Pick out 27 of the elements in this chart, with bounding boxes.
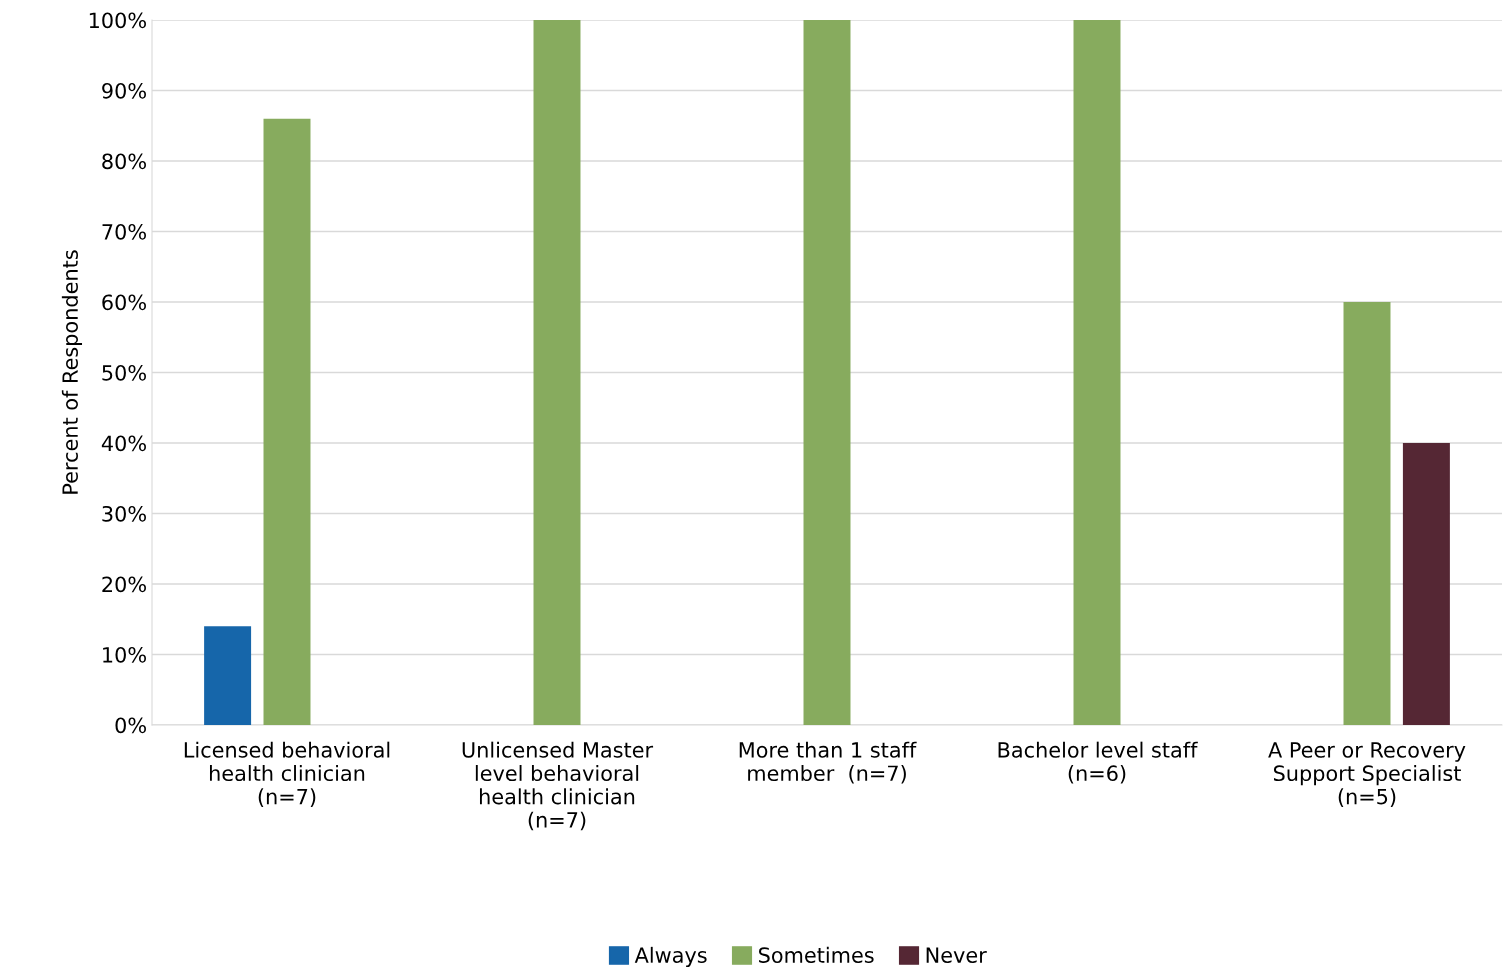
- y-tick-label: 20%: [102, 576, 146, 593]
- x-tick-label: A Peer or Recovery Support Specialist (n=5): [1268, 742, 1466, 807]
- y-tick-label: 80%: [102, 153, 146, 170]
- legend-label: Never: [926, 947, 987, 963]
- bar: [803, 20, 851, 725]
- y-tick-label: 100%: [89, 12, 146, 29]
- y-tick-label: 70%: [102, 223, 146, 240]
- y-tick-label: 90%: [102, 82, 146, 99]
- y-tick-label: 50%: [102, 364, 146, 381]
- bar: [204, 626, 252, 725]
- bar: [1073, 20, 1121, 725]
- legend-label: Sometimes: [759, 946, 874, 963]
- bar: [1343, 302, 1391, 725]
- y-axis-title: Percent of Respondents: [61, 250, 83, 494]
- legend-label: Always: [634, 946, 707, 968]
- x-tick-label: Unlicensed Master level behavioral health clinician (n=7): [462, 741, 654, 831]
- x-tick-label: More than 1 staff member (n=7): [739, 741, 917, 784]
- y-tick-label: 0%: [115, 717, 146, 734]
- bar: [1402, 443, 1450, 725]
- y-tick-label: 10%: [103, 646, 146, 663]
- y-tick-label: 30%: [102, 505, 146, 522]
- x-tick-label: Licensed behavioral health clinician (n=7): [184, 741, 390, 807]
- x-tick-label: Bachelor level staff (n=6): [998, 741, 1198, 784]
- y-tick-label: 40%: [101, 435, 146, 452]
- y-tick-label: 60%: [102, 294, 146, 311]
- bar: [263, 118, 311, 725]
- bar: [533, 20, 581, 725]
